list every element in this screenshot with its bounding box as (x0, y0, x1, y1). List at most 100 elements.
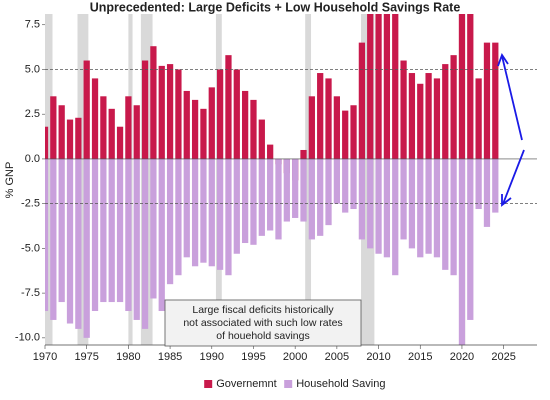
bar (258, 119, 265, 159)
bar (275, 158, 282, 240)
bar (100, 96, 107, 159)
bar (183, 90, 190, 159)
x-tick-label: 2025 (491, 351, 515, 363)
y-tick-label: 5.0 (25, 63, 40, 75)
bar (133, 158, 140, 320)
bar (417, 83, 424, 159)
bar (308, 96, 315, 159)
bar (375, 158, 382, 254)
bar (91, 78, 99, 159)
bar (233, 69, 240, 159)
bar (200, 108, 207, 159)
recession-band (305, 14, 312, 345)
x-tick-label: 1985 (158, 351, 182, 363)
bar (408, 73, 416, 159)
bar (108, 108, 115, 159)
bar (367, 14, 374, 159)
bar (150, 158, 157, 299)
x-tick-label: 1990 (200, 351, 224, 363)
bar (475, 78, 482, 159)
bar (83, 158, 90, 338)
bar (125, 158, 132, 312)
bar (45, 126, 49, 159)
bar (475, 158, 482, 210)
bar (333, 158, 340, 204)
bar (350, 158, 357, 210)
bar (225, 55, 232, 159)
x-tick-label: 1970 (33, 351, 57, 363)
bar (300, 158, 307, 222)
bar (400, 60, 407, 159)
y-tick-label: -2.5 (21, 198, 40, 210)
bar (350, 105, 357, 159)
bar (125, 96, 132, 159)
bar (417, 158, 424, 258)
bar (250, 99, 257, 159)
bar (83, 60, 90, 159)
bar (242, 158, 249, 244)
bar (458, 158, 466, 345)
bar (267, 158, 274, 231)
bar (425, 73, 432, 159)
bar (383, 158, 391, 258)
bar (492, 158, 499, 213)
bar (483, 158, 491, 227)
bar (392, 14, 399, 159)
bar (292, 158, 299, 218)
arrows (497, 53, 525, 207)
bar (450, 55, 457, 159)
recession-band (45, 14, 53, 345)
annotation-box (164, 299, 362, 347)
bar (45, 158, 49, 312)
bar (216, 69, 224, 159)
bar (58, 158, 65, 303)
legend-swatch (204, 380, 213, 388)
bar (400, 158, 407, 240)
bar (133, 105, 140, 159)
x-tick-label: 2005 (325, 351, 349, 363)
x-tick-label: 1995 (241, 351, 265, 363)
bar (208, 87, 215, 159)
x-tick-label: 2000 (283, 351, 307, 363)
legend-swatch (284, 380, 293, 388)
legend-label: Household Saving (296, 378, 385, 390)
bar (183, 158, 190, 258)
bar (317, 158, 324, 236)
bar (483, 42, 491, 159)
annotation: not associated with such low rates (183, 317, 342, 329)
x-tick-label: 2015 (408, 351, 432, 363)
bar (392, 158, 399, 276)
y-tick-label: -5.0 (21, 242, 40, 254)
y-axis-label: % GNP (4, 162, 16, 199)
y-tick-label: -10.0 (15, 332, 40, 344)
bar (50, 158, 57, 320)
bar (458, 14, 466, 159)
bar (158, 158, 165, 312)
bar (342, 110, 349, 159)
annotation: Large fiscal deficits historically (192, 304, 334, 316)
bar (425, 158, 432, 254)
bar (116, 158, 124, 303)
bar (433, 158, 441, 258)
y-tick-label: 2.5 (25, 108, 40, 120)
bar (75, 158, 82, 329)
bar (175, 158, 182, 276)
legend-label: Governemnt (216, 378, 277, 390)
bar (150, 46, 157, 159)
bar (267, 144, 274, 159)
bar (492, 42, 499, 159)
bar (166, 158, 174, 285)
bar (50, 96, 57, 159)
bar (383, 14, 391, 159)
bar (283, 158, 290, 222)
y-tick-label: 0.0 (25, 153, 40, 165)
bar (66, 119, 74, 159)
annotation: of houehold savings (216, 330, 309, 342)
bar (375, 14, 382, 159)
bar (308, 158, 315, 240)
bar (141, 60, 149, 159)
bar (317, 73, 324, 159)
bar (433, 78, 441, 159)
bar-layer (45, 14, 499, 345)
bar (233, 158, 240, 254)
